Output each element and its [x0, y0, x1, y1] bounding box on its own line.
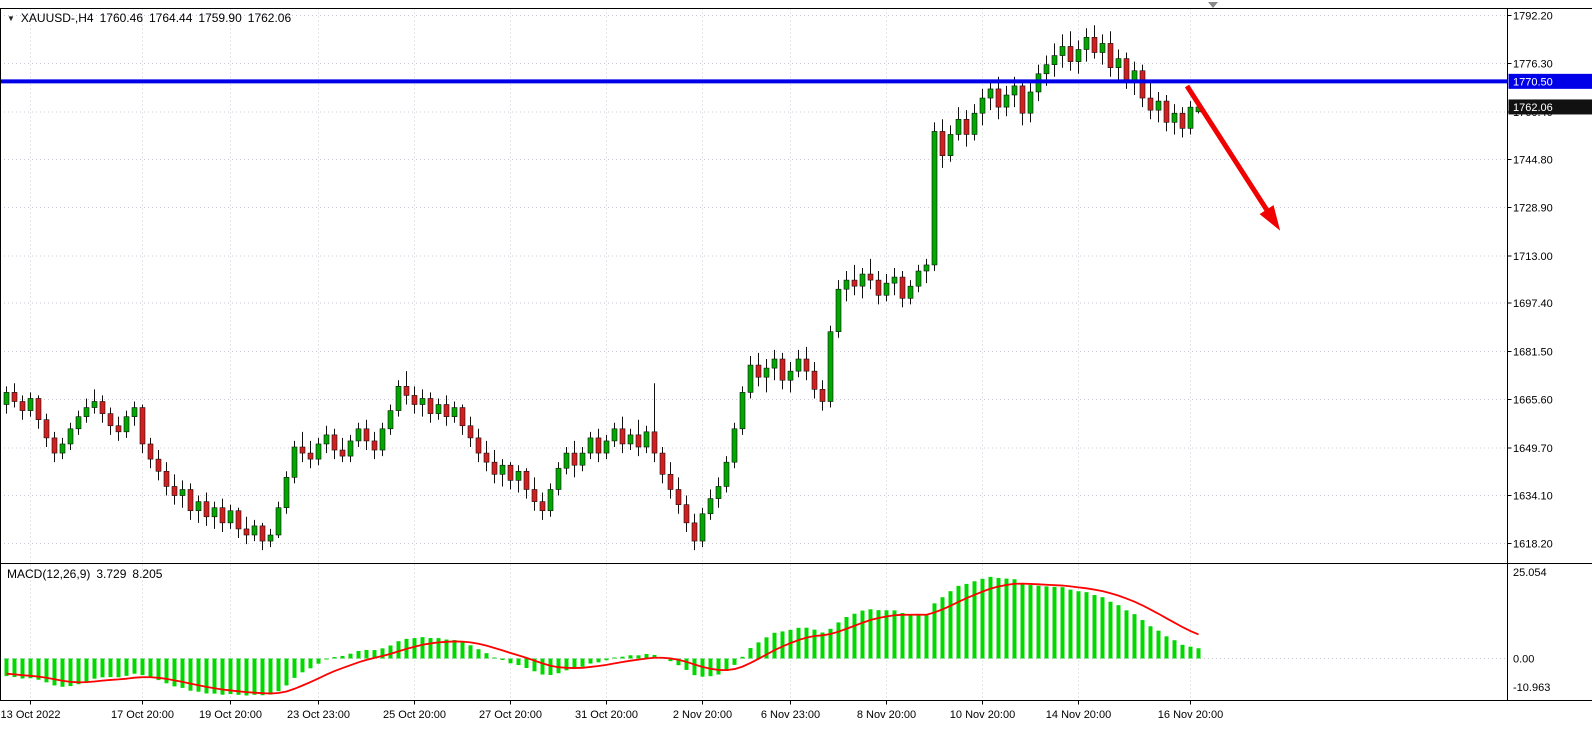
svg-text:10 Nov 20:00: 10 Nov 20:00	[950, 709, 1015, 721]
svg-text:17 Oct 20:00: 17 Oct 20:00	[111, 709, 174, 721]
hline-price-tag	[1508, 73, 1592, 89]
macd-main-value: 3.729	[96, 567, 127, 581]
time-axis-labels: 13 Oct 2022 17 Oct 20:00 19 Oct 20:00 23 Oc…	[1, 700, 1223, 721]
svg-text:-10.963: -10.963	[1513, 682, 1550, 694]
symbol-marker-icon: ▼	[7, 14, 15, 23]
svg-text:6 Nov 23:00: 6 Nov 23:00	[761, 709, 820, 721]
svg-text:27 Oct 20:00: 27 Oct 20:00	[479, 709, 542, 721]
high-value: 1764.44	[149, 11, 193, 25]
macd-label: MACD(12,26,9)	[7, 567, 91, 581]
svg-text:1713.00: 1713.00	[1513, 251, 1553, 263]
symbol-timeframe-label: XAUUSD-,H4	[20, 11, 94, 25]
svg-text:2 Nov 20:00: 2 Nov 20:00	[673, 709, 732, 721]
svg-text:1744.80: 1744.80	[1513, 154, 1553, 166]
close-value: 1762.06	[247, 11, 292, 25]
macd-signal-line	[6, 582, 1199, 695]
svg-text:31 Oct 20:00: 31 Oct 20:00	[575, 709, 638, 721]
chart-frame	[0, 2, 1592, 701]
svg-text:1697.40: 1697.40	[1513, 298, 1553, 310]
down-arrow[interactable]	[1184, 84, 1281, 231]
svg-text:1770.50: 1770.50	[1513, 76, 1553, 88]
svg-text:14 Nov 20:00: 14 Nov 20:00	[1046, 709, 1111, 721]
macd-indicator-header: MACD(12,26,9) 3.729 8.205	[7, 567, 168, 581]
chart-ohlc-header: ▼ XAUUSD-,H4 1760.46 1764.44 1759.90 1762.06	[7, 11, 297, 25]
candlesticks	[3, 25, 1202, 551]
svg-text:0.00: 0.00	[1513, 654, 1534, 666]
svg-text:8 Nov 20:00: 8 Nov 20:00	[857, 709, 916, 721]
grid-lines	[0, 8, 1508, 701]
svg-text:25.054: 25.054	[1513, 567, 1547, 579]
svg-text:1649.70: 1649.70	[1513, 443, 1553, 455]
svg-text:1634.10: 1634.10	[1513, 490, 1553, 502]
macd-histogram	[4, 576, 1201, 696]
svg-text:1665.60: 1665.60	[1513, 395, 1553, 407]
svg-text:19 Oct 20:00: 19 Oct 20:00	[199, 709, 262, 721]
macd-signal-value: 8.205	[132, 567, 163, 581]
svg-text:1776.30: 1776.30	[1513, 59, 1553, 71]
svg-text:1728.90: 1728.90	[1513, 203, 1553, 215]
svg-text:23 Oct 23:00: 23 Oct 23:00	[287, 709, 350, 721]
svg-text:16 Nov 20:00: 16 Nov 20:00	[1158, 709, 1223, 721]
svg-text:1762.06: 1762.06	[1513, 102, 1553, 114]
svg-text:25 Oct 20:00: 25 Oct 20:00	[383, 709, 446, 721]
svg-text:13 Oct 2022: 13 Oct 2022	[1, 709, 61, 721]
svg-text:1618.20: 1618.20	[1513, 539, 1553, 551]
open-value: 1760.46	[99, 11, 143, 25]
end-of-chart-marker	[1208, 2, 1218, 8]
svg-text:1792.20: 1792.20	[1513, 11, 1553, 23]
svg-text:1681.50: 1681.50	[1513, 346, 1553, 358]
current-price-tag	[1508, 99, 1592, 115]
low-value: 1759.90	[198, 11, 242, 25]
